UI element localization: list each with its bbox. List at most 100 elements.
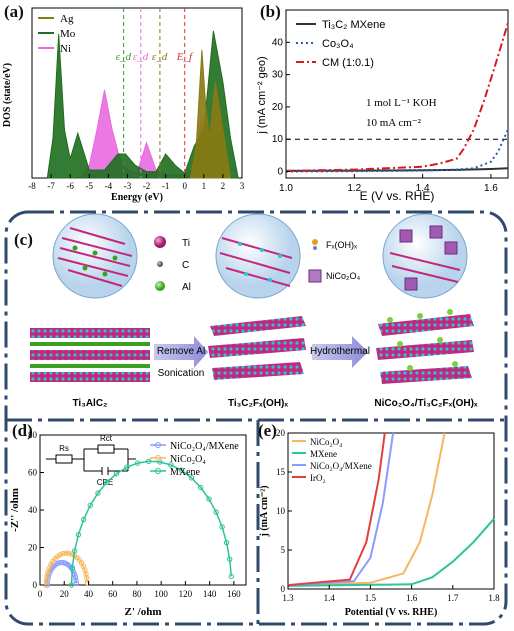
stack-composite xyxy=(376,309,474,384)
nyquist-point-2 xyxy=(223,539,230,546)
lsv-b-ytick-label: 20 xyxy=(272,102,284,113)
nyquist-ytick-label: 40 xyxy=(28,505,38,515)
lsv-b-xtick-label: 1.6 xyxy=(484,183,498,194)
lsv-b-plot-frame xyxy=(285,9,509,179)
dos-vline-label-2: ε_d xyxy=(152,51,168,63)
nyquist-point-0 xyxy=(73,580,80,587)
label-composite: NiCo₂O₄/Ti₃C₂Fₓ(OH)ₓ xyxy=(374,398,478,409)
legend-al: Al xyxy=(182,282,191,293)
nyquist-legend-label-1: NiCo₂O₄ xyxy=(170,454,206,465)
nyquist-point-1 xyxy=(84,580,90,586)
dos-y-axis-label: DOS (state/eV) xyxy=(2,63,13,127)
dos-xtick-label: -4 xyxy=(105,181,113,191)
lsv-b-legend-label-2: CM (1:0.1) xyxy=(322,57,374,69)
nyquist-point-2 xyxy=(69,565,75,571)
arrow1-bottom-label: Sonication xyxy=(158,368,205,379)
dos-xtick-label: 1 xyxy=(202,181,207,191)
dos-xtick-label: -7 xyxy=(47,181,55,191)
f-oh-icon xyxy=(312,239,318,250)
dos-xtick-label: -3 xyxy=(124,181,132,191)
lsv-e-xtick-label: 1.3 xyxy=(282,593,294,603)
lsv-b-ytick-label: 0 xyxy=(277,167,283,178)
legend-ti: Ti xyxy=(182,238,190,249)
arrow-hydrothermal xyxy=(312,336,368,368)
schematic-frame xyxy=(4,210,508,626)
dos-vline-label-1: ε_d xyxy=(133,51,149,63)
lsv-b-series-1 xyxy=(285,129,509,173)
nyquist-y-axis-label: -Z'' /ohm xyxy=(10,488,21,532)
nyquist-point-0 xyxy=(73,577,79,584)
lsv-e-xtick-label: 1.8 xyxy=(488,593,500,603)
nyquist-point-1 xyxy=(66,550,72,556)
dos-legend-label-ag: Ag xyxy=(60,13,74,25)
lsv-b-legend-label-1: Co₃O₄ xyxy=(322,38,354,50)
nyquist-series-2 xyxy=(70,460,233,586)
nyquist-xtick-label: 0 xyxy=(38,589,43,599)
nyquist-point-2 xyxy=(228,573,234,580)
lsv-b-series-2 xyxy=(285,22,509,172)
nyquist-point-2 xyxy=(68,582,75,588)
nyquist-point-1 xyxy=(60,550,66,557)
nyquist-point-2 xyxy=(145,458,152,465)
nyquist-point-2 xyxy=(227,556,233,562)
lsv-b-xtick-label: 1.0 xyxy=(279,183,293,194)
lsv-e-x-axis-label: Potential (V vs. RHE) xyxy=(345,607,438,618)
lsv-b-ytick-label: 30 xyxy=(272,70,284,81)
nyquist-point-0 xyxy=(44,579,51,585)
nyquist-point-0 xyxy=(72,574,79,581)
nyquist-legend-label-2: MXene xyxy=(170,467,201,478)
dos-x-axis-label: Energy (eV) xyxy=(111,192,163,203)
lsv-e-xtick-label: 1.4 xyxy=(324,593,336,603)
nyquist-ytick-label: 20 xyxy=(28,543,38,553)
panel-d-label: (d) xyxy=(12,421,33,440)
dos-xtick-label: 2 xyxy=(221,181,226,191)
circuit-rs: Rs xyxy=(59,444,69,453)
atom-legend: Ti C Al xyxy=(154,236,191,293)
nyquist-point-1 xyxy=(57,551,63,558)
panel-c-label: (c) xyxy=(14,230,33,249)
nyquist-point-2 xyxy=(198,484,204,491)
lsv-e-legend-label-2: NiCo₂O₄/MXene xyxy=(310,461,372,471)
nyquist-point-2 xyxy=(178,467,185,473)
panel-e-label: (e) xyxy=(258,421,277,440)
arrow2-top-label: Hydrothermal xyxy=(310,346,370,357)
lsv-e-series-2 xyxy=(287,432,395,587)
dos-xtick-label: -2 xyxy=(143,181,151,191)
label-mxene: Ti₃C₂Fₓ(OH)ₓ xyxy=(228,398,288,409)
arrow1-top-label: Remove Al xyxy=(157,346,205,357)
lsv-e-xtick-label: 1.5 xyxy=(365,593,377,603)
equivalent-circuit xyxy=(46,444,136,475)
nyquist-point-2 xyxy=(168,462,174,468)
nyquist-point-2 xyxy=(87,502,93,509)
stack-mxene xyxy=(208,316,306,380)
nyquist-point-1 xyxy=(63,550,69,556)
lsv-b-xtick-label: 1.2 xyxy=(347,183,361,194)
nyquist-ytick-label: 60 xyxy=(28,468,38,478)
lsv-e-legend-label-0: NiCo₂O₄ xyxy=(310,437,342,447)
nyquist-legend-marker-2 xyxy=(155,468,161,474)
nyquist-point-2 xyxy=(95,490,101,496)
dos-legend-label-ni: Ni xyxy=(60,43,71,55)
circuit-rct: Rct xyxy=(100,434,113,443)
lsv-chart-e: 1.3 1.4 1.5 1.6 1.7 1.8 0 5 10 15 20 NiCo₂O₄ MXene N… xyxy=(259,428,500,618)
stack-ti3alc2 xyxy=(30,328,150,382)
legend-c: C xyxy=(182,260,189,271)
spinel-icon xyxy=(308,269,322,283)
nyquist-point-2 xyxy=(113,471,120,477)
nyquist-xtick-label: 80 xyxy=(132,589,142,599)
panel-d: (d) Rs Rct CPE 0 20 40 60 80 100 120 140 160 0 20 4… xyxy=(10,421,258,623)
lsv-e-y-axis-label: j (mA cm⁻²) xyxy=(259,485,270,537)
nyquist-xtick-label: 160 xyxy=(227,589,241,599)
nyquist-xtick-label: 40 xyxy=(84,589,94,599)
lsv-b-legend-label-0: Ti₃C₂ MXene xyxy=(322,19,385,31)
nyquist-legend-label-0: NiCo₂O₄/MXene xyxy=(170,441,239,452)
dos-xtick-label: -5 xyxy=(86,181,94,191)
dos-xtick-label: -1 xyxy=(162,181,170,191)
lsv-e-ytick-label: 5 xyxy=(281,545,286,555)
lsv-b-annotation-koh: 1 mol L⁻¹ KOH xyxy=(366,97,437,109)
lsv-e-xtick-label: 1.6 xyxy=(406,593,418,603)
dos-series-ag xyxy=(190,49,231,179)
lsv-e-ytick-label: 10 xyxy=(276,506,286,516)
lsv-b-ytick-label: 40 xyxy=(272,37,284,48)
arrow-remove-al xyxy=(154,336,208,368)
